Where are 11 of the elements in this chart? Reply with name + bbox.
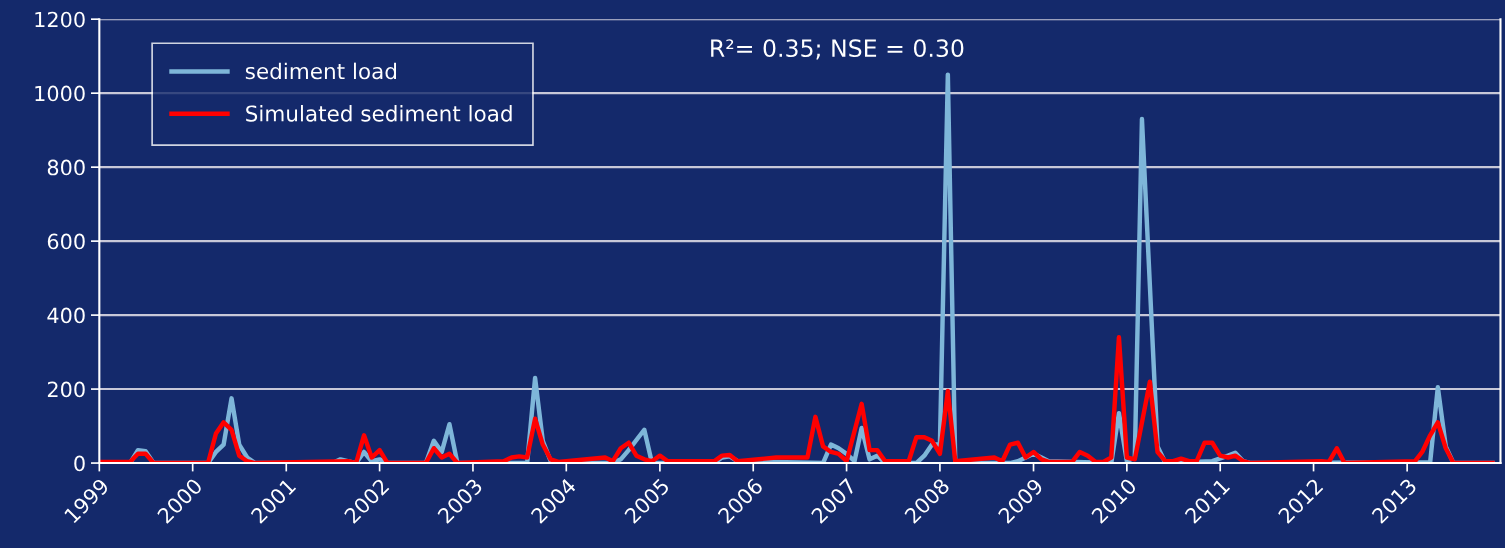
- legend-label: sediment load: [245, 62, 396, 80]
- y-tick-label: 600: [47, 233, 85, 250]
- y-tick-label: 1000: [35, 85, 85, 102]
- y-tick-label: 1200: [35, 11, 85, 28]
- legend-label: Simulated sediment load: [246, 105, 512, 122]
- line-series: [99, 335, 1495, 464]
- y-tick-label: 200: [47, 381, 85, 398]
- y-tick-label: 0: [74, 455, 85, 472]
- annotation: R²= 0.35; NSE = 0.30: [711, 39, 964, 60]
- y-tick-label: 400: [47, 307, 85, 324]
- y-tick-label: 800: [47, 159, 85, 176]
